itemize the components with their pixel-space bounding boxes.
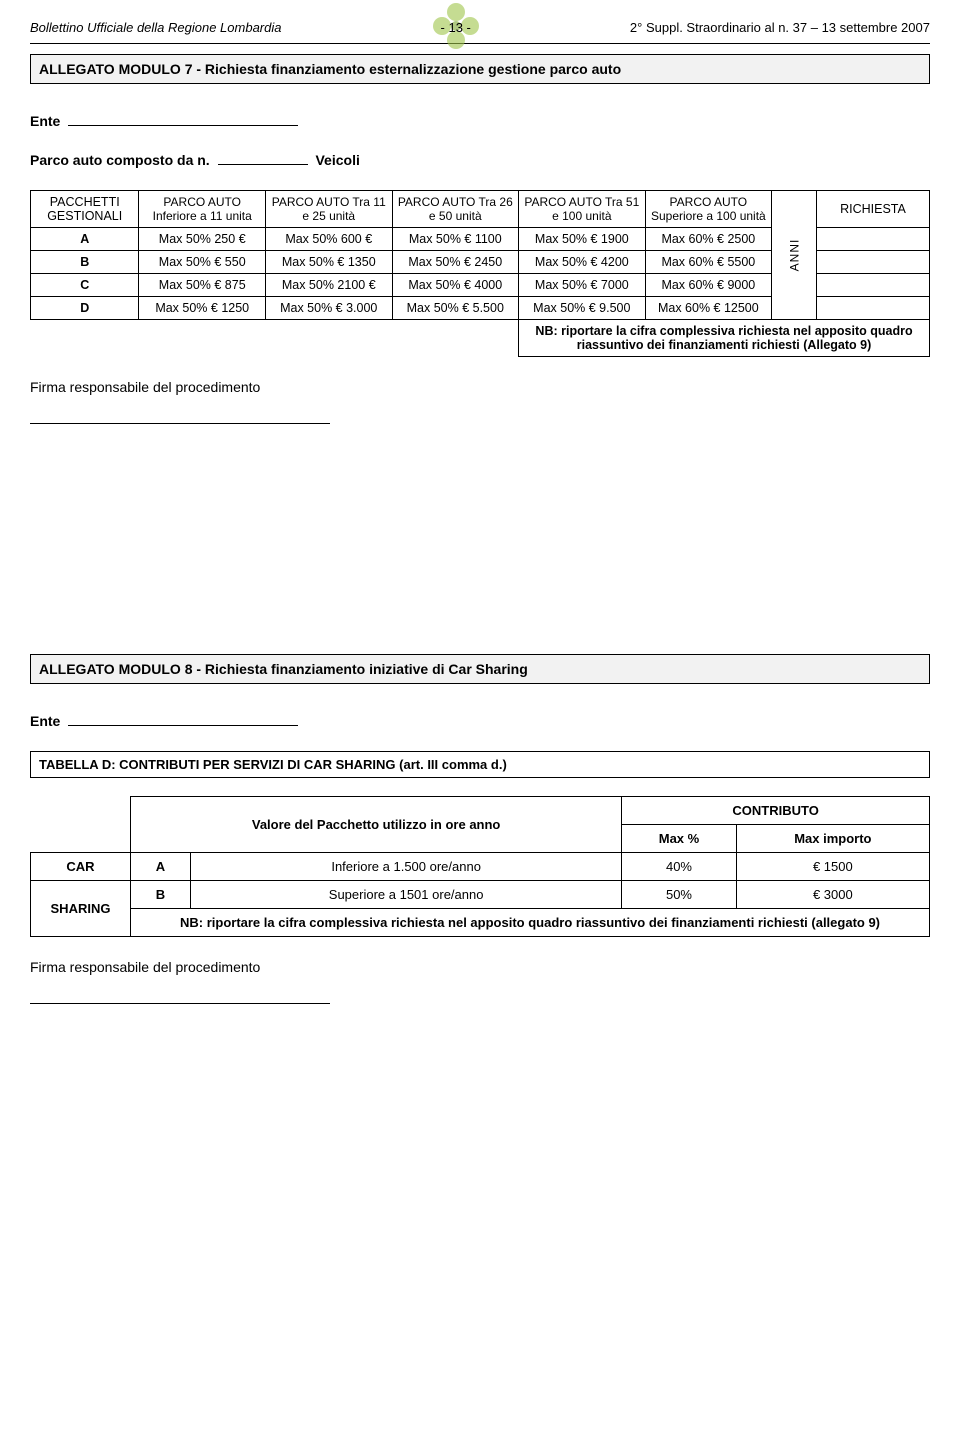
nb-note-2: NB: riportare la cifra complessiva richi… bbox=[131, 909, 930, 937]
ente-field: Ente bbox=[30, 112, 930, 129]
ente-input-line-2[interactable] bbox=[68, 712, 298, 726]
col-c4: PARCO AUTO Tra 51 e 100 unità bbox=[519, 191, 646, 228]
parco-input-line[interactable] bbox=[218, 151, 308, 165]
parco-field: Parco auto composto da n. Veicoli bbox=[30, 151, 930, 168]
richiesta-input[interactable] bbox=[816, 251, 929, 274]
header-right: 2° Suppl. Straordinario al n. 37 – 13 se… bbox=[630, 20, 930, 35]
richiesta-input[interactable] bbox=[816, 297, 929, 320]
col-c3: PARCO AUTO Tra 26 e 50 unità bbox=[392, 191, 519, 228]
col-anni: ANNI bbox=[772, 191, 817, 320]
col-valore: Valore del Pacchetto utilizzo in ore ann… bbox=[131, 797, 622, 853]
col-pacchetti: PACCHETTI GESTIONALI bbox=[31, 191, 139, 228]
header-center: - 13 - bbox=[441, 20, 471, 35]
richiesta-input[interactable] bbox=[816, 274, 929, 297]
module7-banner: ALLEGATO MODULO 7 - Richiesta finanziame… bbox=[30, 54, 930, 84]
ente-input-line[interactable] bbox=[68, 112, 298, 126]
ente-label-2: Ente bbox=[30, 713, 60, 729]
nb-note: NB: riportare la cifra complessiva richi… bbox=[519, 320, 930, 357]
table-row: SHARING B Superiore a 1501 ore/anno 50% … bbox=[31, 881, 930, 909]
page-number: - 13 - bbox=[441, 20, 471, 35]
parco-label-post: Veicoli bbox=[315, 152, 359, 168]
page-header: Bollettino Ufficiale della Regione Lomba… bbox=[30, 20, 930, 35]
car-label: CAR bbox=[31, 853, 131, 881]
ente-label: Ente bbox=[30, 113, 60, 129]
ente-field-2: Ente bbox=[30, 712, 930, 729]
col-richiesta: RICHIESTA bbox=[816, 191, 929, 228]
parco-label-pre: Parco auto composto da n. bbox=[30, 152, 210, 168]
col-contributo: CONTRIBUTO bbox=[622, 797, 930, 825]
signature-line-2[interactable] bbox=[30, 1003, 330, 1004]
module7-table: PACCHETTI GESTIONALI PARCO AUTO Inferior… bbox=[30, 190, 930, 357]
col-c1: PARCO AUTO Inferiore a 11 unita bbox=[139, 191, 266, 228]
col-c2: PARCO AUTO Tra 11 e 25 unità bbox=[265, 191, 392, 228]
col-maxpct: Max % bbox=[622, 825, 736, 853]
col-maximp: Max importo bbox=[736, 825, 929, 853]
table-row: CAR A Inferiore a 1.500 ore/anno 40% € 1… bbox=[31, 853, 930, 881]
col-c5: PARCO AUTO Superiore a 100 unità bbox=[645, 191, 772, 228]
signature-label-2: Firma responsabile del procedimento bbox=[30, 959, 930, 975]
tabella-d-box: TABELLA D: CONTRIBUTI PER SERVIZI DI CAR… bbox=[30, 751, 930, 778]
module8-banner: ALLEGATO MODULO 8 - Richiesta finanziame… bbox=[30, 654, 930, 684]
module8-table: Valore del Pacchetto utilizzo in ore ann… bbox=[30, 796, 930, 937]
header-left: Bollettino Ufficiale della Regione Lomba… bbox=[30, 20, 281, 35]
signature-label: Firma responsabile del procedimento bbox=[30, 379, 930, 395]
richiesta-input[interactable] bbox=[816, 228, 929, 251]
sharing-label: SHARING bbox=[31, 881, 131, 937]
